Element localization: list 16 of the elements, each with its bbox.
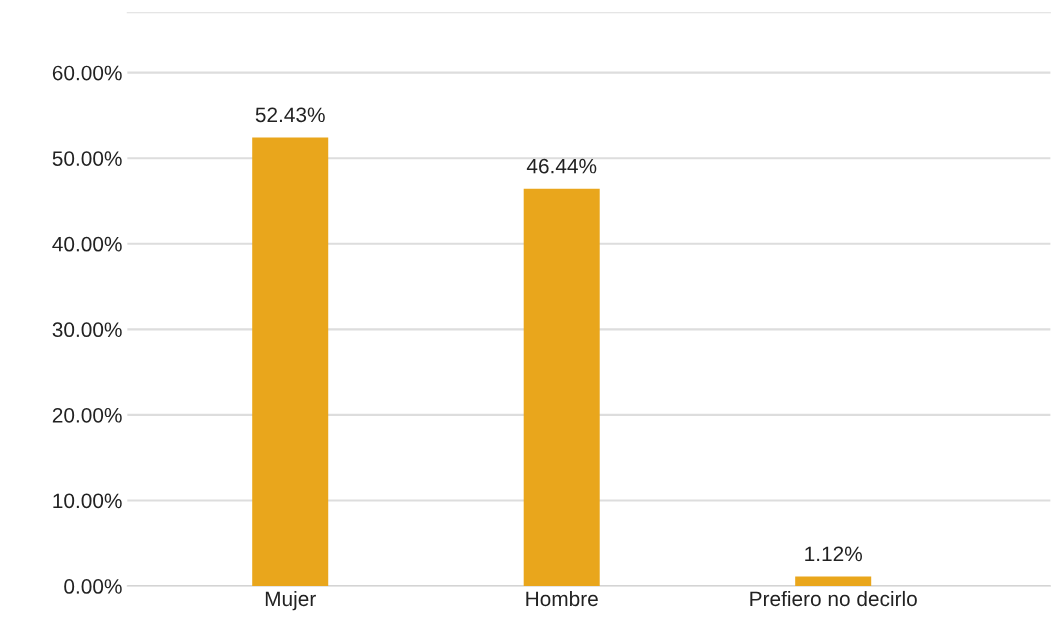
y-tick-label: 40.00% — [52, 236, 122, 252]
y-tick-label: 0.00% — [64, 579, 122, 594]
data-label: 46.44% — [526, 158, 597, 174]
y-tick-label: 20.00% — [52, 407, 122, 423]
data-label: 1.12% — [805, 546, 862, 562]
x-tick-label: Mujer — [265, 590, 316, 611]
y-tick-label: 50.00% — [52, 151, 122, 166]
x-tick-label: Prefiero no decirlo — [750, 590, 917, 607]
bar — [252, 137, 329, 587]
x-tick-label: Hombre — [526, 590, 598, 607]
y-tick-label: 10.00% — [53, 493, 122, 509]
bar — [523, 188, 600, 587]
bar — [795, 576, 872, 587]
y-tick-label: 60.00% — [52, 65, 122, 81]
y-tick-label: 30.00% — [52, 322, 122, 338]
data-label: 52.43% — [255, 107, 325, 123]
